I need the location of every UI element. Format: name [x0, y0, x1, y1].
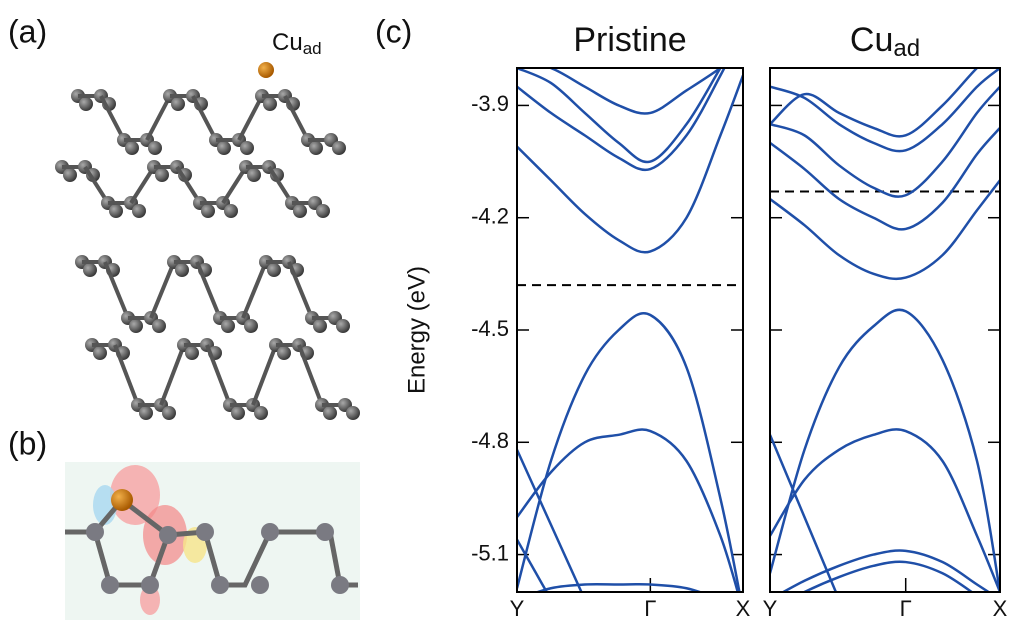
atom — [139, 406, 153, 420]
band-line — [770, 180, 1000, 279]
band-line — [770, 49, 1000, 136]
charge-density-map — [65, 462, 360, 620]
atom — [323, 406, 337, 420]
x-tick-label: Γ — [644, 596, 656, 621]
bond — [151, 262, 174, 318]
title-text: Cu — [850, 21, 893, 59]
y-tick-label: -5.1 — [471, 540, 509, 565]
atom — [240, 141, 254, 155]
atom — [309, 141, 323, 155]
atom — [152, 319, 166, 333]
atom — [221, 319, 235, 333]
band-line — [770, 310, 1000, 592]
atom — [254, 406, 268, 420]
chart-title: Cuad — [850, 21, 920, 62]
band-line — [770, 87, 1000, 197]
atom — [244, 319, 258, 333]
atom — [83, 263, 97, 277]
atom — [231, 406, 245, 420]
panel-label: (a) — [8, 13, 47, 49]
band-line — [517, 313, 743, 610]
chart-title: Pristine — [573, 21, 686, 59]
atom — [109, 204, 123, 218]
band-line — [770, 562, 977, 611]
atom — [293, 204, 307, 218]
title-text: Pristine — [573, 21, 686, 59]
x-tick-label: Γ — [900, 596, 912, 621]
atom — [185, 346, 199, 360]
bands — [770, 49, 1000, 610]
panel-label: (b) — [8, 425, 47, 461]
atom — [162, 406, 176, 420]
structure-label: Cuad — [272, 29, 322, 58]
atom — [313, 319, 327, 333]
cu-atom — [258, 62, 274, 78]
bond — [243, 262, 266, 318]
y-tick-label: -3.9 — [471, 91, 509, 116]
atom — [201, 204, 215, 218]
atom — [93, 346, 107, 360]
bond — [253, 345, 276, 405]
panel-label: (c) — [375, 13, 412, 49]
bond — [147, 96, 170, 140]
x-tick-label: X — [736, 596, 751, 621]
atom — [175, 263, 189, 277]
x-tick-label: X — [993, 596, 1008, 621]
atom — [125, 141, 139, 155]
atom — [267, 263, 281, 277]
atom — [129, 319, 143, 333]
title-subscript: ad — [893, 35, 920, 62]
atom — [155, 168, 169, 182]
x-tick-label: Y — [763, 596, 778, 621]
atom — [79, 97, 93, 111]
band-line — [770, 128, 1000, 229]
y-tick-label: -4.5 — [471, 316, 509, 341]
atom — [63, 168, 77, 182]
atom — [346, 406, 360, 420]
bond — [239, 96, 262, 140]
figure: (a) (b) (c) Cuad Energy (eV) Pristine -3.… — [0, 0, 1017, 624]
plot-frame — [517, 68, 743, 592]
atom — [148, 141, 162, 155]
atom — [316, 204, 330, 218]
structure-image — [55, 62, 360, 420]
atom — [171, 97, 185, 111]
atom — [132, 204, 146, 218]
atom — [336, 319, 350, 333]
atom — [224, 204, 238, 218]
atom — [217, 141, 231, 155]
bands — [517, 31, 743, 611]
atom — [277, 346, 291, 360]
atom — [247, 168, 261, 182]
y-tick-label: -4.2 — [471, 204, 509, 229]
y-axis-label: Energy (eV) — [403, 266, 430, 394]
y-tick-label: -4.8 — [471, 428, 509, 453]
atom — [332, 141, 346, 155]
bond — [161, 345, 184, 405]
atom — [263, 97, 277, 111]
x-tick-label: Y — [510, 596, 525, 621]
